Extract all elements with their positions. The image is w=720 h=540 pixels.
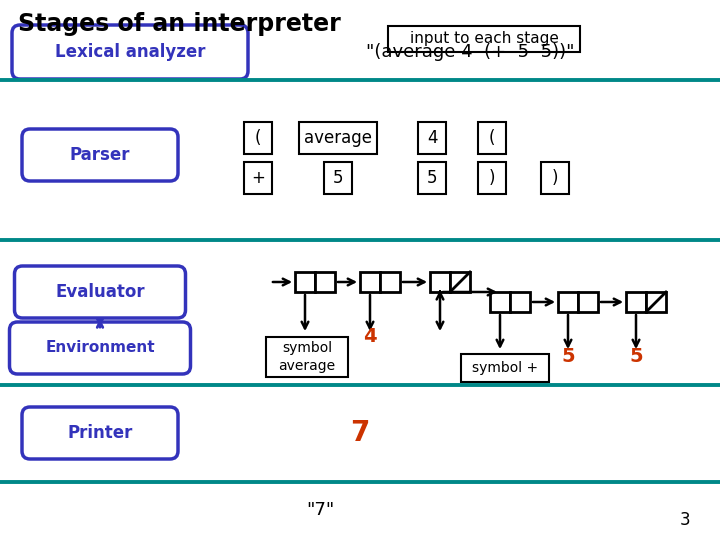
FancyBboxPatch shape [9, 322, 191, 374]
Bar [478, 122, 506, 154]
Text: 5: 5 [561, 348, 575, 367]
Bar [450, 272, 470, 292]
Bar [478, 162, 506, 194]
Bar [541, 162, 569, 194]
Text: average: average [279, 359, 336, 373]
Bar [418, 162, 446, 194]
Text: +: + [251, 169, 265, 187]
Text: "7": "7" [306, 501, 334, 519]
Bar [324, 162, 352, 194]
Text: Stages of an interpreter: Stages of an interpreter [18, 12, 341, 36]
Text: symbol +: symbol + [472, 361, 538, 375]
Bar [295, 272, 315, 292]
Bar [558, 292, 578, 312]
Bar [626, 292, 646, 312]
Bar [299, 122, 377, 154]
Text: ): ) [489, 169, 495, 187]
Text: 4: 4 [363, 327, 377, 347]
Text: 5: 5 [427, 169, 437, 187]
Text: 3: 3 [680, 511, 690, 529]
Text: average: average [304, 129, 372, 147]
Text: Printer: Printer [67, 424, 132, 442]
Text: Parser: Parser [70, 146, 130, 164]
Bar [388, 26, 580, 52]
Text: (: ( [489, 129, 495, 147]
Bar [646, 292, 666, 312]
Text: (: ( [255, 129, 261, 147]
Text: input to each stage: input to each stage [410, 31, 559, 46]
FancyBboxPatch shape [22, 407, 178, 459]
Text: 4: 4 [427, 129, 437, 147]
FancyBboxPatch shape [14, 266, 186, 318]
Bar [418, 122, 446, 154]
Bar [360, 272, 380, 292]
FancyBboxPatch shape [12, 25, 248, 79]
Bar [380, 272, 400, 292]
Text: ): ) [552, 169, 558, 187]
Text: 5: 5 [333, 169, 343, 187]
Bar [578, 292, 598, 312]
Bar [430, 272, 450, 292]
Text: 5: 5 [629, 348, 643, 367]
Bar [266, 337, 348, 377]
Bar [461, 354, 549, 382]
Text: 7: 7 [351, 419, 369, 447]
Bar [244, 122, 272, 154]
Bar [315, 272, 335, 292]
Bar [490, 292, 510, 312]
Bar [510, 292, 530, 312]
Text: symbol: symbol [282, 341, 332, 355]
Text: Lexical analyzer: Lexical analyzer [55, 43, 205, 61]
FancyBboxPatch shape [22, 129, 178, 181]
Text: Environment: Environment [45, 341, 155, 355]
Text: Evaluator: Evaluator [55, 283, 145, 301]
Bar [244, 162, 272, 194]
Text: "(average 4  (+  5  5))": "(average 4 (+ 5 5))" [366, 43, 575, 61]
